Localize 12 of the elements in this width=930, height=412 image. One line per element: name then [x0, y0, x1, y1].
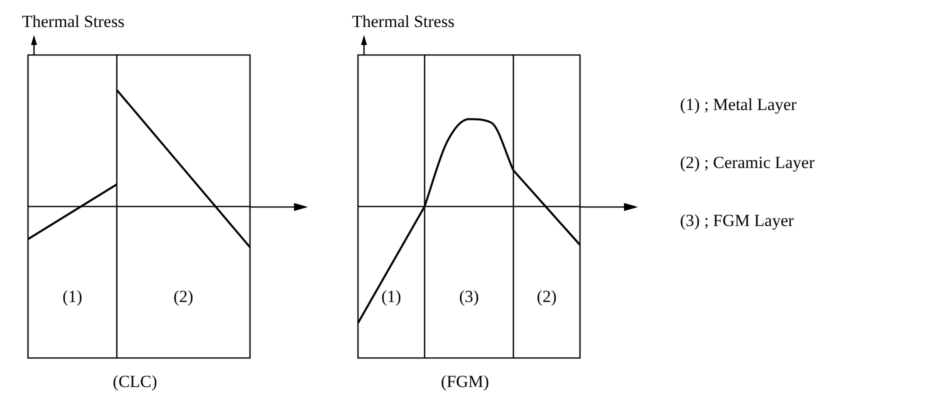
text: (1) ; Metal Layer	[680, 95, 798, 115]
text: (FGM)	[440, 372, 490, 392]
annotation: (3)	[459, 286, 479, 306]
y-axis-title: Thermal Stress	[22, 12, 124, 31]
y-axis-title: Thermal Stress	[352, 12, 454, 31]
text: (1)	[62, 286, 82, 306]
text: (3) ; FGM Layer	[680, 211, 795, 231]
text: (2)	[173, 286, 194, 306]
text: (CLC)	[112, 372, 158, 392]
annotation: (2)	[536, 286, 557, 306]
annotation: (1)	[381, 286, 402, 306]
text: (2) ; Ceramic Layer	[680, 153, 815, 173]
